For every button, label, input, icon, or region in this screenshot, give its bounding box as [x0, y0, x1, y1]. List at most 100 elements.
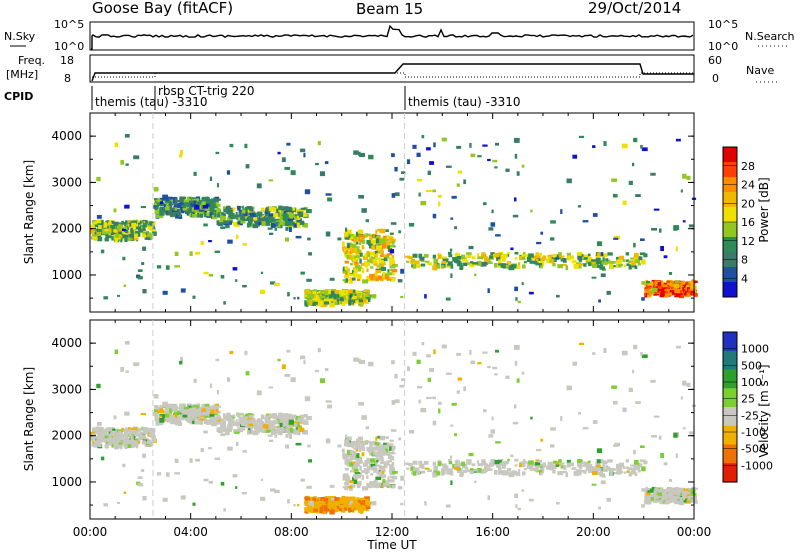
power-cell — [304, 189, 311, 195]
velocity-cell — [546, 465, 552, 470]
velocity-cell — [548, 463, 551, 467]
velocity-cell — [618, 462, 624, 468]
nsky-label: N.Sky — [4, 30, 36, 43]
velocity-cell — [637, 470, 641, 473]
velocity-cell — [237, 412, 241, 418]
velocity-cell — [329, 484, 335, 488]
power-cell — [185, 208, 191, 212]
power-cell — [668, 272, 673, 275]
power-cell — [516, 171, 520, 176]
velocity-cell — [313, 508, 318, 512]
velocity-cell — [195, 458, 200, 462]
power-cell — [391, 255, 395, 260]
power-cell — [329, 277, 335, 281]
velocity-cell — [670, 489, 673, 492]
power-cell — [446, 165, 452, 168]
velocity-cell — [442, 465, 449, 470]
power-cell — [237, 220, 243, 223]
velocity-cell — [208, 447, 212, 450]
power-cell — [183, 202, 190, 207]
power-cell — [384, 275, 390, 280]
velocity-cell — [613, 444, 619, 447]
velocity-cell — [553, 460, 557, 464]
velocity-cell — [228, 428, 233, 432]
velocity-cell — [656, 498, 661, 501]
velocity-cell — [228, 420, 233, 424]
velocity-cell — [328, 496, 331, 502]
colorbar-tick-label: -1000 — [741, 459, 773, 472]
velocity-cell — [165, 413, 170, 418]
velocity-cell — [114, 444, 118, 450]
velocity-cell — [514, 493, 518, 499]
power-cell — [427, 262, 432, 265]
velocity-cell — [189, 407, 195, 411]
velocity-cell — [358, 441, 361, 445]
velocity-cell — [295, 442, 302, 446]
power-cell — [651, 228, 657, 231]
velocity-cell — [142, 453, 147, 458]
power-cell — [136, 221, 142, 225]
power-cell — [351, 248, 356, 253]
power-cell — [492, 159, 498, 163]
velocity-cell — [659, 489, 666, 494]
velocity-cell — [349, 505, 352, 510]
power-cell — [370, 239, 376, 245]
power-cell — [628, 264, 632, 270]
velocity-cell — [325, 438, 331, 444]
velocity-cell — [447, 458, 452, 462]
power-cell — [344, 249, 347, 252]
velocity-cell — [209, 419, 214, 423]
velocity-cell — [107, 442, 113, 446]
velocity-cell — [156, 472, 162, 476]
velocity-cell — [227, 416, 233, 421]
velocity-cell — [213, 404, 216, 408]
power-cell — [349, 251, 353, 254]
power-cell — [517, 300, 521, 304]
velocity-cell — [682, 493, 685, 499]
power-cell — [605, 258, 609, 262]
velocity-cell — [155, 420, 160, 425]
power-cell — [112, 221, 116, 224]
power-cell — [358, 195, 364, 199]
power-cell — [522, 251, 526, 257]
power-cell — [626, 259, 630, 262]
colorbar-swatch — [723, 147, 737, 163]
velocity-cell — [194, 417, 200, 421]
power-cell — [388, 236, 394, 240]
velocity-cell — [686, 491, 689, 495]
nave-label: Nave — [746, 64, 774, 77]
velocity-cell — [480, 462, 483, 467]
velocity-cell — [389, 451, 395, 455]
velocity-cell — [380, 456, 384, 462]
colorbar-tick-label: 28 — [741, 160, 755, 173]
power-cell — [538, 252, 542, 256]
power-cell — [352, 297, 358, 303]
power-cell — [344, 237, 350, 240]
velocity-cell — [350, 441, 354, 444]
velocity-cell — [664, 499, 669, 505]
power-cell — [438, 201, 441, 207]
power-cell — [153, 198, 159, 201]
velocity-cell — [173, 409, 178, 412]
power-cell — [469, 263, 474, 267]
power-cell — [682, 286, 685, 292]
freq-right-tick-top: 60 — [708, 54, 722, 67]
power-cell — [345, 268, 350, 273]
velocity-cell — [290, 377, 296, 383]
power-cell — [217, 212, 220, 216]
velocity-cell — [600, 480, 606, 485]
velocity-cell — [353, 499, 360, 502]
velocity-cell — [179, 414, 185, 418]
velocity-cell — [372, 483, 377, 488]
velocity-cell — [103, 429, 107, 434]
power-cell — [344, 232, 349, 236]
colorbar-swatch — [723, 388, 737, 408]
power-cell — [347, 291, 351, 295]
velocity-cell — [149, 428, 154, 433]
velocity-cell — [675, 453, 678, 459]
velocity-cell — [679, 499, 683, 503]
velocity-cell — [296, 429, 300, 432]
velocity-cell — [378, 467, 384, 471]
velocity-cell — [214, 457, 220, 460]
power-cell — [640, 238, 645, 241]
